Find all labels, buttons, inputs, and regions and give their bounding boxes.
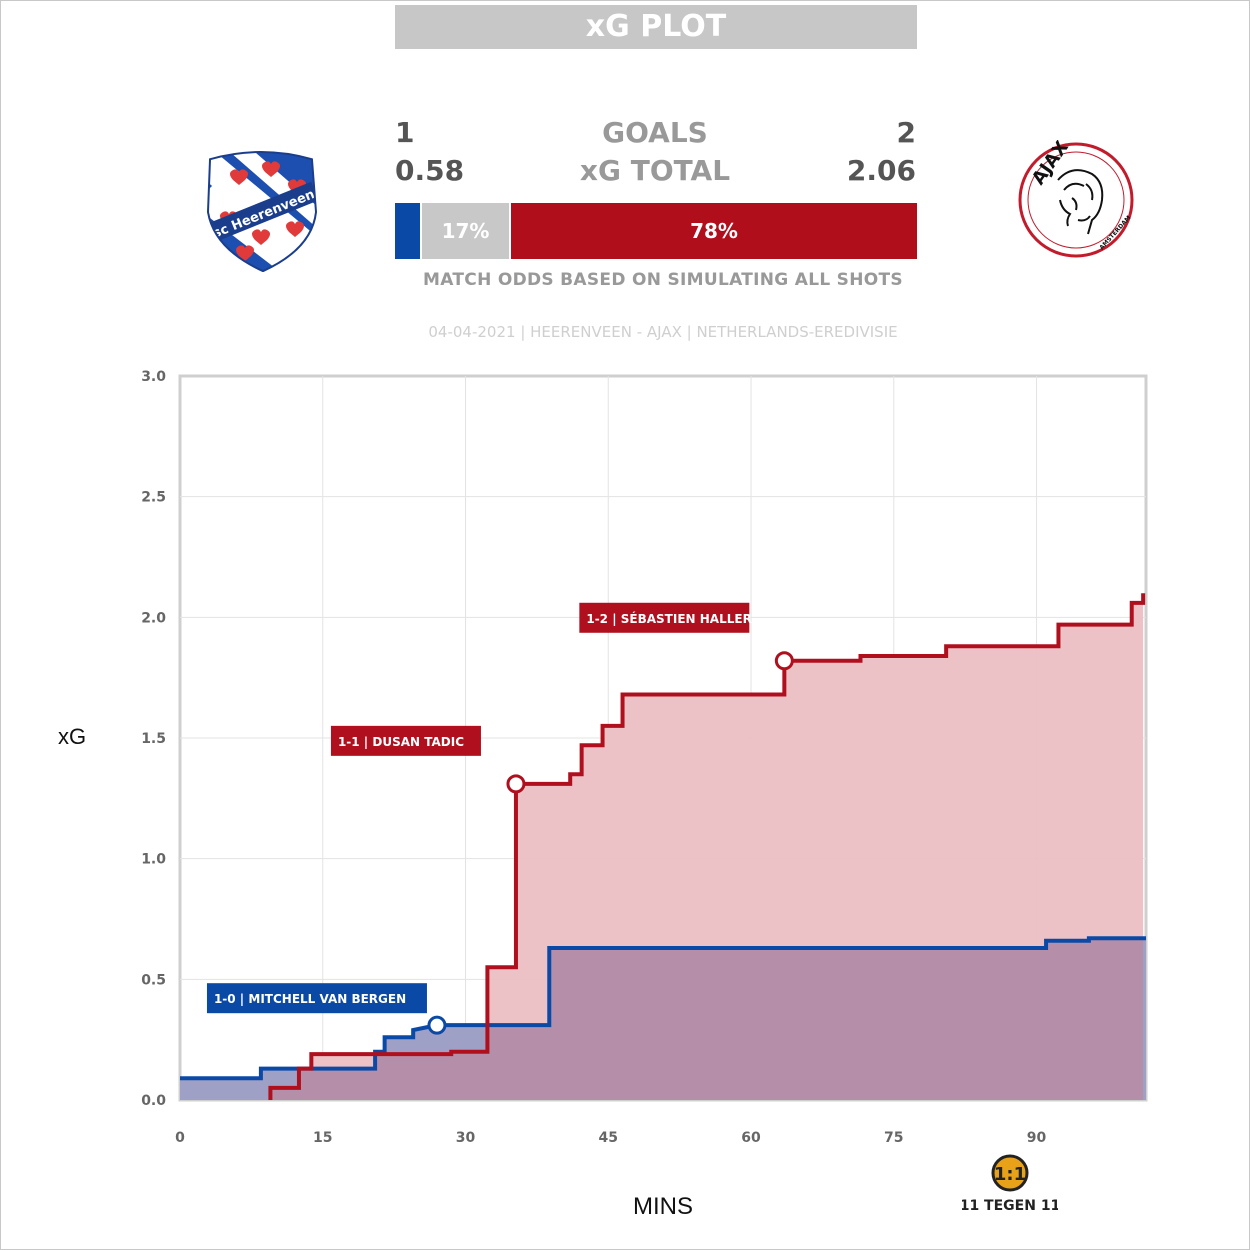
- odds-draw-bar: 17%: [422, 203, 509, 259]
- y-axis-label: xG: [58, 724, 87, 749]
- x-tick-label: 60: [741, 1130, 761, 1146]
- heerenveen-logo: sc Heerenveen: [206, 151, 318, 272]
- goal-label: 1-0 | MITCHELL VAN BERGEN: [214, 992, 406, 1006]
- home-xg: 0.58: [395, 154, 465, 187]
- overlap-area: [180, 938, 1146, 1100]
- y-tick-label: 3.0: [141, 369, 166, 385]
- x-tick-label: 30: [456, 1130, 476, 1146]
- y-tick-label: 1.0: [141, 852, 166, 868]
- home-xg-line: [180, 936, 1146, 1081]
- goal-marker: [506, 774, 526, 794]
- home-goals: 1: [395, 116, 415, 149]
- x-tick-label: 90: [1027, 1130, 1047, 1146]
- svg-text:1:1: 1:1: [994, 1164, 1026, 1185]
- goal-marker: [774, 651, 794, 671]
- goal-label-box: [330, 725, 481, 756]
- goal-label: 1-2 | SÉBASTIEN HALLER: [586, 611, 751, 626]
- match-info: 04-04-2021 | HEERENVEEN - AJAX | NETHERL…: [428, 323, 898, 341]
- x-tick-label: 45: [599, 1130, 618, 1146]
- goal-label-box: [579, 602, 750, 633]
- y-tick-label: 1.5: [141, 731, 166, 747]
- ajax-logo: AJAX AMSTERDAM: [1018, 140, 1134, 258]
- away-xg-line: [268, 593, 1146, 1100]
- page-title: xG PLOT: [395, 5, 917, 49]
- brand-logo: 1:1 11 TEGEN 11: [962, 1154, 1058, 1214]
- x-axis-label: MINS: [633, 1193, 693, 1220]
- y-tick-label: 0.0: [141, 1093, 166, 1109]
- odds-home-bar: [395, 203, 420, 259]
- y-tick-label: 2.0: [141, 610, 166, 626]
- goal-label-box: [206, 983, 427, 1014]
- y-tick-label: 2.5: [141, 490, 166, 506]
- odds-caption: MATCH ODDS BASED ON SIMULATING ALL SHOTS: [423, 270, 903, 290]
- goal-label: 1-1 | DUSAN TADIC: [338, 735, 464, 749]
- xg-total-label: xG TOTAL: [579, 154, 731, 187]
- y-tick-label: 0.5: [141, 972, 166, 988]
- goal-marker: [427, 1015, 447, 1035]
- x-tick-label: 15: [313, 1130, 332, 1146]
- x-tick-label: 75: [884, 1130, 903, 1146]
- odds-away-bar: 78%: [511, 203, 917, 259]
- goals-label: GOALS: [602, 116, 708, 149]
- svg-text:11 TEGEN 11: 11 TEGEN 11: [962, 1198, 1058, 1214]
- away-xg: 2.06: [846, 154, 916, 187]
- away-goals: 2: [896, 116, 916, 149]
- x-tick-label: 0: [175, 1130, 185, 1146]
